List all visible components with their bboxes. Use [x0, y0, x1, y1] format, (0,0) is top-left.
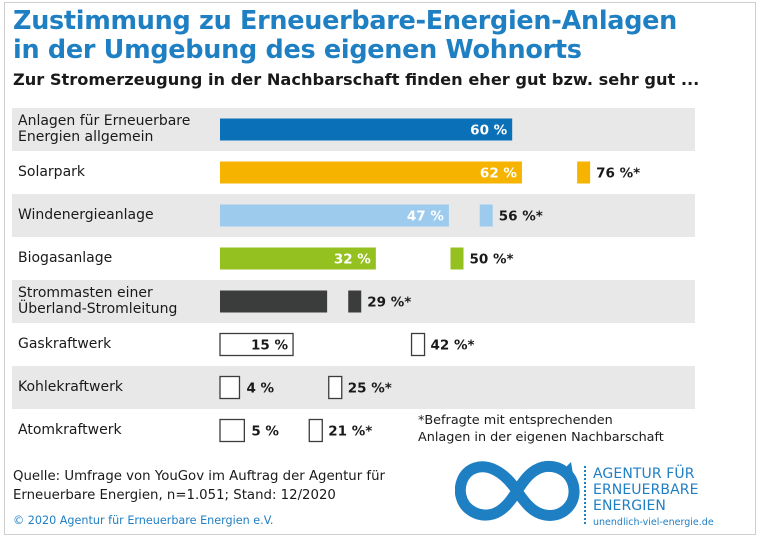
bar-chart: 60 % 62 % 76 %* 47 % 56 %* 32 % 50 %* 29 %* 15 %…	[219, 118, 640, 443]
bar-value-label: 4 %	[246, 381, 274, 397]
category-label-line: Anlagen für Erneuerbare	[18, 113, 191, 129]
category-label: Solarpark	[18, 164, 85, 180]
marker-bar	[450, 247, 464, 270]
category-label: Atomkraftwerk	[18, 422, 122, 438]
chart-row: Gaskraftwerk	[12, 323, 695, 366]
marker-bar	[410, 332, 426, 357]
logo-line-3: ENERGIEN	[593, 498, 666, 514]
marker-value-label: 25 %*	[348, 381, 392, 397]
bar	[220, 118, 513, 141]
logo-url: unendlich-viel-energie.de	[593, 517, 714, 528]
marker-bar	[328, 375, 343, 400]
chart-footnote: *Befragte mit entsprechenden Anlagen in …	[418, 412, 664, 446]
category-label-line: Biogasanlage	[18, 250, 113, 266]
marker-bar	[348, 290, 362, 313]
bar-value-label: 47 %	[407, 209, 444, 225]
chart-row: Anlagen für Erneuerbare Energien allgemei…	[12, 108, 695, 151]
bar-value-label: 60 %	[470, 123, 507, 139]
infinity-logo-icon	[455, 460, 580, 521]
chart-frame	[4, 2, 756, 535]
marker-value-label: 21 %*	[328, 424, 372, 440]
bar-value-label: 15 %	[251, 338, 288, 354]
chart-title-line-1: Zustimmung zu Erneuerbare-Energien-Anlag…	[13, 6, 677, 36]
bar	[219, 332, 294, 357]
chart-title-line-2: in der Umgebung des eigenen Wohnorts	[13, 35, 582, 65]
logo-line-1: AGENTUR FÜR	[593, 466, 695, 482]
footnote-line-1: *Befragte mit entsprechenden	[418, 413, 613, 428]
marker-value-label: 42 %*	[431, 338, 475, 354]
category-label-line: Solarpark	[18, 164, 86, 180]
bar-value-label: 62 %	[480, 166, 517, 182]
bar-value-label: 5 %	[251, 424, 279, 440]
source-note: Quelle: Umfrage von YouGov im Auftrag de…	[13, 467, 385, 505]
bar	[219, 375, 241, 400]
logo-line-2: ERNEUERBARE	[593, 482, 699, 498]
source-line-1: Quelle: Umfrage von YouGov im Auftrag de…	[13, 469, 386, 484]
logo-divider	[584, 466, 586, 524]
marker-value-label: 50 %*	[470, 252, 514, 268]
category-label: Gaskraftwerk	[18, 336, 111, 352]
bar-value-label: 32 %	[334, 252, 371, 268]
category-label: Biogasanlage	[18, 250, 112, 266]
source-line-2: Erneuerbare Energien, n=1.051; Stand: 12…	[13, 488, 336, 503]
bar	[220, 247, 376, 270]
footnote-line-2: Anlagen in der eigenen Nachbarschaft	[418, 430, 664, 445]
chart-row: Windenergieanlage	[12, 194, 695, 237]
marker-value-label: 76 %*	[596, 166, 640, 182]
chart-row: Kohlekraftwerk	[12, 366, 695, 409]
bar	[220, 204, 449, 227]
category-label-line: Energien allgemein	[18, 129, 154, 145]
chart-row: Strommasten einer Überland-Stromleitung	[12, 280, 695, 323]
marker-bar	[479, 204, 493, 227]
marker-bar	[308, 418, 323, 443]
category-label-line: Atomkraftwerk	[18, 422, 122, 438]
marker-value-label: 29 %*	[367, 295, 411, 311]
copyright-note: © 2020 Agentur für Erneuerbare Energien …	[13, 514, 274, 527]
marker-value-label: 56 %*	[499, 209, 543, 225]
chart-panel: Anlagen für Erneuerbare Energien allgemei…	[12, 108, 695, 453]
chart-row: Solarpark	[12, 151, 695, 194]
logo-wordmark: AGENTUR FÜR ERNEUERBARE ENERGIEN	[593, 466, 699, 514]
chart-subtitle: Zur Stromerzeugung in der Nachbarschaft …	[13, 70, 700, 89]
category-label-line: Gaskraftwerk	[18, 336, 112, 352]
marker-bar	[577, 161, 591, 184]
chart-row: Atomkraftwerk	[12, 409, 695, 452]
chart-row: Biogasanlage	[12, 237, 695, 280]
category-label: Kohlekraftwerk	[18, 379, 123, 395]
category-label-line: Strommasten einer	[18, 285, 153, 301]
category-label-line: Kohlekraftwerk	[18, 379, 123, 395]
bar	[220, 161, 522, 184]
category-label-line: Überland-Stromleitung	[18, 301, 178, 317]
category-label-line: Windenergieanlage	[18, 207, 154, 223]
bar	[219, 418, 246, 443]
category-label: Strommasten einer Überland-Stromleitung	[18, 285, 177, 317]
bar	[220, 290, 328, 313]
category-label: Windenergieanlage	[18, 207, 154, 223]
category-label: Anlagen für Erneuerbare Energien allgemei…	[18, 113, 190, 145]
